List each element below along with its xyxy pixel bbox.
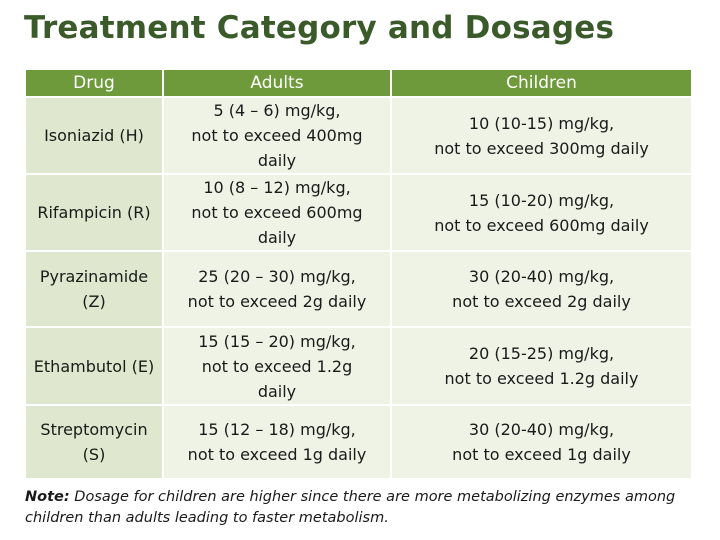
adult-dose: 15 (12 – 18) mg/kg, not to exceed 1g dai…	[162, 404, 392, 480]
table-row: Ethambutol (E) 15 (15 – 20) mg/kg, not t…	[24, 326, 693, 406]
drug-name: Rifampicin (R)	[24, 173, 164, 252]
adult-dose-line: not to exceed 2g daily	[187, 292, 367, 311]
child-dose: 30 (20-40) mg/kg, not to exceed 1g daily	[390, 404, 693, 480]
adult-dose: 25 (20 – 30) mg/kg, not to exceed 2g dai…	[162, 250, 392, 328]
child-dose: 15 (10-20) mg/kg, not to exceed 600mg da…	[390, 173, 693, 252]
child-dose-line: 30 (20-40) mg/kg,	[468, 420, 615, 439]
page-title: Treatment Category and Dosages	[24, 10, 615, 46]
child-dose: 20 (15-25) mg/kg, not to exceed 1.2g dai…	[390, 326, 693, 406]
child-dose: 30 (20-40) mg/kg, not to exceed 2g daily	[390, 250, 693, 328]
adult-dose-line: daily	[257, 151, 297, 170]
drug-name: Ethambutol (E)	[24, 326, 164, 406]
drug-name: Streptomycin (S)	[24, 404, 164, 480]
adult-dose: 10 (8 – 12) mg/kg, not to exceed 600mg d…	[162, 173, 392, 252]
adult-dose-line: 25 (20 – 30) mg/kg,	[198, 267, 356, 286]
child-dose: 10 (10-15) mg/kg, not to exceed 300mg da…	[390, 96, 693, 175]
table-row: Rifampicin (R) 10 (8 – 12) mg/kg, not to…	[24, 173, 693, 252]
dosage-table: Drug Adults Children Isoniazid (H) 5 (4 …	[24, 68, 693, 480]
footnote: Note: Dosage for children are higher sin…	[25, 487, 705, 529]
adult-dose-line: not to exceed 600mg	[191, 203, 363, 222]
adult-dose-line: not to exceed 1.2g	[201, 356, 353, 376]
child-dose-line: not to exceed 1.2g daily	[444, 369, 639, 388]
drug-name: Pyrazinamide (Z)	[24, 250, 164, 328]
child-dose-line: 15 (10-20) mg/kg,	[468, 190, 615, 210]
adult-dose-line: 15 (12 – 18) mg/kg,	[198, 420, 356, 439]
table-row: Pyrazinamide (Z) 25 (20 – 30) mg/kg, not…	[24, 250, 693, 328]
table-header-row: Drug Adults Children	[24, 68, 693, 98]
child-dose-line: not to exceed 2g daily	[452, 292, 631, 311]
adult-dose-line: not to exceed 1g daily	[187, 445, 367, 464]
adult-dose-line: not to exceed 400mg	[191, 126, 363, 145]
child-dose-line: 30 (20-40) mg/kg,	[468, 267, 615, 286]
header-adults: Adults	[162, 68, 392, 98]
adult-dose-line: daily	[257, 228, 297, 247]
header-children: Children	[390, 68, 693, 98]
child-dose-line: 10 (10-15) mg/kg,	[468, 113, 615, 133]
adult-dose: 15 (15 – 20) mg/kg, not to exceed 1.2g d…	[162, 326, 392, 406]
adult-dose: 5 (4 – 6) mg/kg, not to exceed 400mg dai…	[162, 96, 392, 175]
child-dose-line: not to exceed 300mg daily	[434, 138, 649, 158]
adult-dose-line: 15 (15 – 20) mg/kg,	[198, 331, 356, 351]
note-label: Note:	[25, 489, 70, 505]
table-row: Isoniazid (H) 5 (4 – 6) mg/kg, not to ex…	[24, 96, 693, 175]
table-row: Streptomycin (S) 15 (12 – 18) mg/kg, not…	[24, 404, 693, 480]
child-dose-line: not to exceed 1g daily	[452, 445, 631, 464]
child-dose-line: not to exceed 600mg daily	[434, 215, 649, 235]
child-dose-line: 20 (15-25) mg/kg,	[468, 344, 615, 363]
adult-dose-line: 5 (4 – 6) mg/kg,	[213, 101, 341, 120]
adult-dose-line: 10 (8 – 12) mg/kg,	[203, 178, 351, 197]
header-drug: Drug	[24, 68, 164, 98]
drug-name: Isoniazid (H)	[24, 96, 164, 175]
note-text: Dosage for children are higher since the…	[25, 489, 676, 526]
adult-dose-line: daily	[257, 381, 297, 401]
